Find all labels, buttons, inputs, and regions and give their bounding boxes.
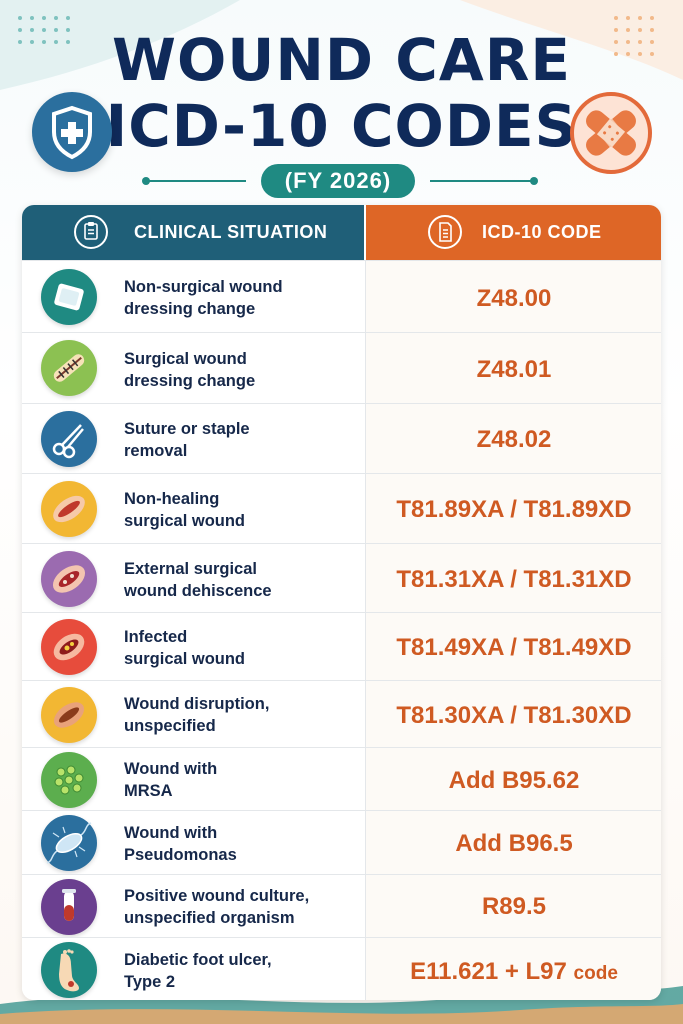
header-icd10-code: ICD-10 CODE xyxy=(366,205,661,260)
document-icon xyxy=(428,215,462,249)
gauze-pad-icon xyxy=(41,269,97,325)
background-wave-top xyxy=(0,0,683,90)
test-tube-icon xyxy=(41,879,97,935)
table-row: External surgical wound dehiscence T81.31… xyxy=(22,543,661,613)
icd10-code-suffix: code xyxy=(573,963,618,984)
icd10-code: Z48.01 xyxy=(476,356,552,383)
header-left-label: CLINICAL SITUATION xyxy=(134,222,328,242)
table-row: Infected surgical wound T81.49XA / T81.49… xyxy=(22,612,661,681)
situation-text: Infected surgical wound xyxy=(124,628,246,668)
situation-text: Wound with Pseudomonas xyxy=(124,824,237,864)
open-wound-icon xyxy=(41,481,97,537)
table-header: CLINICAL SITUATION ICD-10 CODE xyxy=(22,205,661,260)
divider-line xyxy=(146,180,246,182)
table-row: Surgical wound dressing change Z48.01 xyxy=(22,332,661,404)
header-clinical-situation: CLINICAL SITUATION xyxy=(22,205,364,260)
dot-grid-decoration xyxy=(18,16,70,44)
dehiscence-icon xyxy=(41,551,97,607)
situation-text: Non-healing surgical wound xyxy=(124,490,246,530)
icd10-code: Add B95.62 xyxy=(448,767,580,794)
page-title-line2: ICD-10 CODES xyxy=(105,92,578,160)
table-row: Wound with Pseudomonas Add B96.5 xyxy=(22,810,661,875)
infected-wound-icon xyxy=(41,619,97,675)
table-row: Wound with MRSA Add B95.62 xyxy=(22,747,661,811)
fiscal-year-badge: (FY 2026) xyxy=(261,164,415,198)
icd10-code: R89.5 xyxy=(481,893,547,920)
fiscal-year-banner: (FY 2026) xyxy=(0,160,683,200)
icd10-code: T81.31XA / T81.31XD xyxy=(396,566,632,593)
medical-shield-icon xyxy=(32,92,112,172)
icd10-code-main: E11.621 + L97 xyxy=(410,958,567,985)
clipboard-icon xyxy=(74,215,108,249)
sutured-wound-icon xyxy=(41,340,97,396)
situation-text: Surgical wound dressing change xyxy=(124,350,256,390)
situation-text: External surgical wound dehiscence xyxy=(124,560,272,600)
situation-text: Suture or staple removal xyxy=(124,420,250,460)
icd10-code: Z48.00 xyxy=(476,285,552,312)
table-row: Wound disruption, unspecified T81.30XA / … xyxy=(22,680,661,748)
situation-text: Wound with MRSA xyxy=(124,760,218,800)
table-row: Positive wound culture, unspecified organ… xyxy=(22,874,661,938)
scissors-icon xyxy=(41,411,97,467)
divider-line xyxy=(430,180,534,182)
divider-dot xyxy=(530,177,538,185)
table-row: Diabetic foot ulcer, Type 2 E11.621 + L97… xyxy=(22,937,661,1000)
page-title-line1: WOUND CARE xyxy=(112,26,571,94)
icd10-code: Z48.02 xyxy=(476,426,552,453)
dot-grid-decoration xyxy=(614,16,654,56)
situation-text: Non-surgical wound dressing change xyxy=(124,278,283,318)
bacterium-icon xyxy=(41,815,97,871)
foot-ulcer-icon xyxy=(41,942,97,998)
header-right-label: ICD-10 CODE xyxy=(482,222,602,242)
situation-text: Wound disruption, unspecified xyxy=(124,695,270,735)
situation-text: Positive wound culture, unspecified organ… xyxy=(124,887,310,927)
icd10-table: CLINICAL SITUATION ICD-10 CODE xyxy=(22,205,661,1000)
wound-disruption-icon xyxy=(41,687,97,743)
bacteria-cluster-icon xyxy=(41,752,97,808)
icd10-code: E11.621 + L97 code xyxy=(366,958,661,986)
table-row: Suture or staple removal Z48.02 xyxy=(22,403,661,474)
icd10-code: T81.49XA / T81.49XD xyxy=(396,634,632,661)
table-row: Non-surgical wound dressing change Z48.00 xyxy=(22,260,661,333)
bandage-icon xyxy=(570,92,652,174)
icd10-code: Add B96.5 xyxy=(455,830,573,857)
situation-text: Diabetic foot ulcer, Type 2 xyxy=(124,951,272,991)
icd10-code: T81.30XA / T81.30XD xyxy=(396,702,632,729)
table-row: Non-healing surgical wound T81.89XA / T81… xyxy=(22,473,661,544)
icd10-code: T81.89XA / T81.89XD xyxy=(396,496,632,523)
